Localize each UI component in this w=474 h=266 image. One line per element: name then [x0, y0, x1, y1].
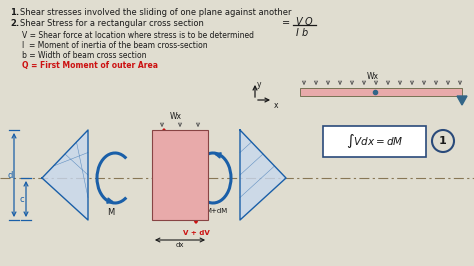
Text: 1.: 1. [10, 8, 19, 17]
Text: M+dM: M+dM [206, 208, 228, 214]
Text: $V\ Q$: $V\ Q$ [295, 15, 314, 28]
Text: dx: dx [176, 242, 184, 248]
Text: d: d [7, 171, 13, 180]
Bar [152, 130, 208, 220]
Text: c: c [20, 194, 24, 203]
Text: I  = Moment of inertia of the beam cross-section: I = Moment of inertia of the beam cross-… [22, 41, 208, 50]
Text: y: y [257, 80, 262, 89]
Polygon shape [457, 96, 467, 105]
FancyBboxPatch shape [323, 126, 427, 156]
Text: V = Shear force at location where stress is to be determined: V = Shear force at location where stress… [22, 31, 254, 40]
Text: x: x [274, 101, 279, 110]
Text: Shear stresses involved the sliding of one plane against another: Shear stresses involved the sliding of o… [20, 8, 292, 17]
Text: Shear Stress for a rectangular cross section: Shear Stress for a rectangular cross sec… [20, 19, 204, 28]
Polygon shape [240, 130, 286, 220]
Polygon shape [42, 130, 88, 220]
Text: $I\ b$: $I\ b$ [295, 26, 309, 38]
Text: Q = First Moment of outer Area: Q = First Moment of outer Area [22, 61, 158, 70]
Bar [300, 88, 462, 96]
Text: V: V [161, 152, 167, 161]
Text: 2.: 2. [10, 19, 19, 28]
Text: $\int Vdx = dM$: $\int Vdx = dM$ [346, 132, 404, 150]
Text: Wx: Wx [170, 112, 182, 121]
Text: b = Width of beam cross section: b = Width of beam cross section [22, 51, 146, 60]
Text: M: M [108, 208, 115, 217]
Text: V + dV: V + dV [182, 230, 210, 236]
Text: Wx: Wx [367, 72, 379, 81]
Text: =: = [282, 18, 290, 28]
Text: 1: 1 [439, 136, 447, 146]
